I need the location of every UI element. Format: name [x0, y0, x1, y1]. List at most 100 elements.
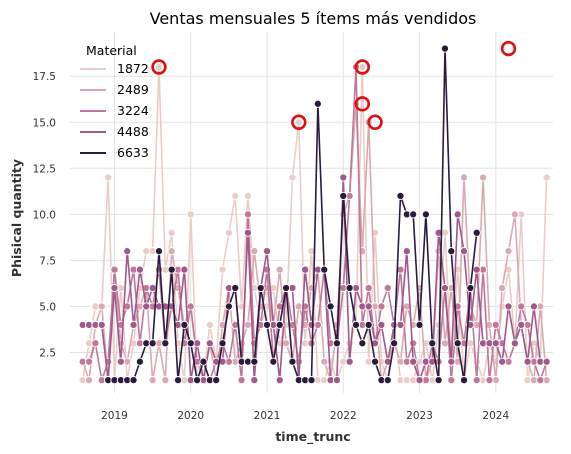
data-point	[351, 320, 361, 329]
data-point	[364, 283, 373, 293]
data-point	[396, 191, 405, 200]
data-point	[148, 339, 157, 348]
x-tick-label: 2019	[101, 410, 128, 422]
data-point	[288, 173, 297, 182]
data-point	[275, 320, 284, 329]
data-point	[142, 302, 151, 311]
y-axis-label: Phisical quantity	[9, 159, 24, 277]
data-point	[313, 99, 322, 108]
data-point	[186, 210, 195, 219]
legend: Material 1872 2489 3224 4488 6633	[80, 43, 149, 160]
data-point	[415, 376, 424, 385]
data-point	[491, 339, 500, 348]
x-tick-label: 2023	[406, 410, 433, 422]
data-point	[250, 357, 259, 366]
data-point	[110, 283, 119, 293]
data-point	[205, 320, 214, 329]
data-point	[529, 302, 538, 311]
data-point	[472, 228, 481, 237]
data-point	[491, 320, 500, 329]
data-point	[250, 247, 259, 256]
x-tick-labels: 2019 2020 2021 2022 2023 2024	[101, 410, 509, 422]
data-point	[402, 247, 411, 256]
data-point	[409, 210, 418, 219]
data-point	[167, 247, 176, 256]
data-point	[173, 376, 183, 385]
data-point	[85, 357, 94, 366]
data-point	[332, 339, 341, 348]
data-point	[383, 376, 392, 385]
series-lines	[78, 44, 551, 385]
data-point	[390, 339, 399, 348]
series-6633	[104, 44, 481, 385]
data-point	[154, 265, 164, 274]
y-tick-label: 15.0	[33, 117, 56, 129]
data-point	[199, 357, 208, 366]
data-point	[542, 173, 551, 182]
data-point	[269, 357, 278, 366]
data-point	[275, 376, 284, 385]
data-point	[326, 302, 335, 311]
data-point	[97, 302, 106, 311]
data-point	[243, 228, 252, 237]
data-point	[345, 357, 354, 366]
data-point	[262, 320, 272, 329]
data-point	[415, 320, 424, 329]
data-point	[409, 339, 418, 348]
highlight-marker	[500, 40, 517, 57]
data-point	[154, 62, 164, 72]
data-point	[472, 376, 481, 385]
data-point	[377, 320, 386, 329]
data-point	[498, 357, 507, 366]
data-point	[421, 210, 430, 219]
data-point	[224, 228, 233, 237]
data-point	[288, 357, 297, 366]
data-point	[91, 339, 100, 348]
data-point	[510, 210, 519, 219]
data-point	[440, 44, 450, 53]
data-point	[301, 265, 310, 274]
y-tick-labels: 2.5 5.0 7.5 10.0 12.5 15.0 17.5	[33, 71, 56, 359]
legend-label: 6633	[117, 145, 149, 160]
data-point	[148, 376, 157, 385]
data-point	[504, 302, 513, 311]
series-1872	[78, 62, 551, 385]
data-point	[485, 376, 494, 385]
chart-title: Ventas mensuales 5 ítems más vendidos	[150, 9, 477, 28]
data-point	[161, 376, 170, 385]
data-point	[135, 265, 144, 274]
highlight-marker	[291, 114, 307, 130]
data-point	[434, 376, 443, 385]
highlight-marker	[367, 114, 383, 130]
data-point	[517, 320, 526, 329]
highlight-markers	[151, 40, 517, 130]
legend-label: 3224	[117, 103, 149, 118]
legend-title: Material	[86, 43, 137, 58]
data-point	[440, 283, 450, 293]
y-tick-label: 5.0	[39, 301, 56, 313]
data-point	[320, 357, 329, 366]
data-point	[282, 283, 291, 293]
data-point	[498, 283, 507, 293]
x-axis-label: time_trunc	[275, 429, 350, 445]
data-point	[523, 357, 532, 366]
data-point	[339, 173, 348, 182]
legend-label: 4488	[117, 124, 149, 139]
data-point	[167, 265, 176, 274]
data-point	[161, 339, 170, 348]
y-tick-label: 7.5	[39, 255, 56, 267]
data-point	[479, 173, 488, 182]
data-point	[383, 283, 392, 293]
data-point	[243, 320, 252, 329]
data-point	[148, 283, 157, 293]
data-point	[345, 283, 354, 293]
data-point	[97, 320, 106, 329]
data-point	[262, 247, 272, 256]
data-point	[377, 302, 386, 311]
series-line	[81, 66, 548, 381]
data-point	[320, 265, 329, 274]
data-point	[466, 283, 475, 293]
data-point	[186, 339, 195, 348]
data-point	[510, 339, 519, 348]
